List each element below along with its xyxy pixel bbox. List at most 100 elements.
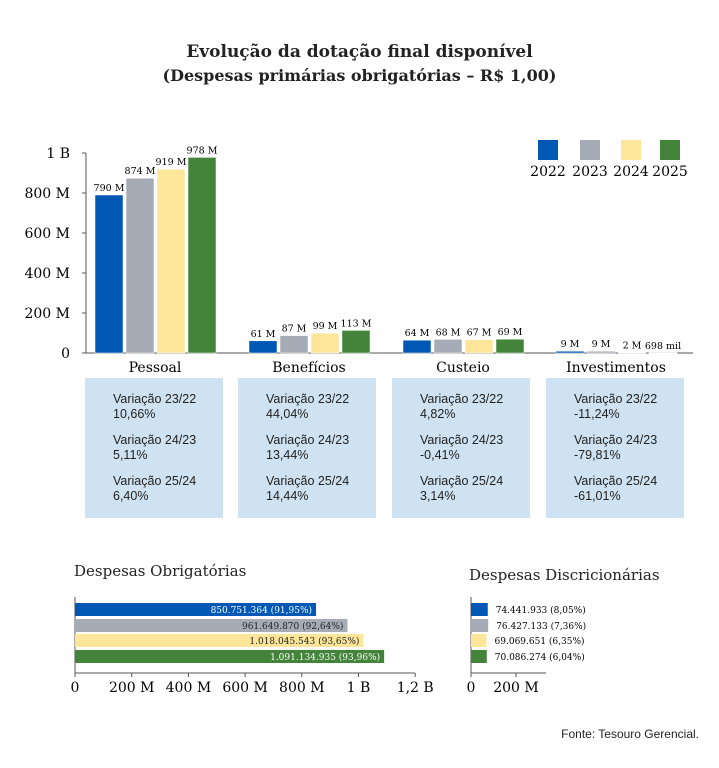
bar-label: 2 M: [623, 341, 642, 352]
variation-item: Variação 24/23 5,11%: [113, 433, 223, 463]
hbar-label: 961.649.870 (92,64%): [242, 621, 343, 632]
legend-swatch-2025: [660, 140, 680, 160]
variation-item: Variação 25/24 14,44%: [266, 474, 376, 504]
variation-item: Variação 25/24 6,40%: [113, 474, 223, 504]
bar-benefícios-2022: [248, 340, 278, 354]
legend-label-2025: 2025: [652, 164, 688, 180]
variation-item: Variação 24/23 -79,81%: [574, 433, 684, 463]
bar-label: 64 M: [405, 328, 430, 339]
hbar-label: 69.069.651 (6,35%): [495, 636, 585, 647]
bar-investimentos-2022: [555, 350, 585, 354]
variation-item: Variação 24/23 -0,41%: [420, 433, 530, 463]
y-tick-label: 1 B: [46, 146, 70, 162]
variation-value: 4,82%: [420, 407, 456, 421]
h-x-tick-label: 600 M: [222, 680, 268, 696]
variation-value: 13,44%: [266, 448, 309, 462]
variation-item: Variação 25/24 3,14%: [420, 474, 530, 504]
hbar-label: 1.018.045.543 (93,65%): [249, 636, 359, 647]
hbar-discricionarias-2024: [471, 634, 487, 647]
legend-swatch-2022: [538, 140, 558, 160]
variation-label: Variação 25/24: [266, 474, 350, 488]
variation-value: 14,44%: [266, 489, 309, 503]
y-tick-label: 600 M: [24, 226, 70, 242]
variation-value: 44,04%: [266, 407, 309, 421]
chart-title: Evolução da dotação final disponível: [186, 42, 533, 62]
bar-label: 978 M: [187, 145, 218, 156]
variation-label: Variação 25/24: [113, 474, 197, 488]
bar-label: 67 M: [467, 328, 492, 339]
bar-custeio-2023: [433, 339, 463, 354]
legend-label-2023: 2023: [572, 164, 608, 180]
legend-label-2022: 2022: [530, 164, 566, 180]
y-tick-label: 200 M: [24, 306, 70, 322]
hbar-label: 74.441.933 (8,05%): [496, 605, 586, 616]
hbar-discricionarias-2023: [471, 619, 489, 632]
bar-label: 9 M: [561, 339, 580, 350]
variation-item: Variação 25/24 -61,01%: [574, 474, 684, 504]
category-label-2: Custeio: [436, 360, 490, 376]
y-tick-label: 800 M: [24, 186, 70, 202]
bar-benefícios-2024: [310, 332, 340, 354]
variation-label: Variação 24/23: [574, 433, 658, 447]
variation-value: 6,40%: [113, 489, 149, 503]
variation-item: Variação 24/23 13,44%: [266, 433, 376, 463]
hbar-label: 70.086.274 (6,04%): [495, 652, 585, 663]
variation-box-custeio: Variação 23/22 4,82% Variação 24/23 -0,41% V…: [392, 378, 530, 518]
bar-label: 919 M: [156, 157, 187, 168]
bar-investimentos-2023: [586, 350, 616, 354]
bar-investimentos-2024: [617, 352, 647, 354]
bar-label: 698 mil: [645, 341, 681, 352]
bar-label: 69 M: [498, 327, 523, 338]
variation-label: Variação 23/22: [113, 392, 197, 406]
bar-custeio-2024: [464, 339, 494, 354]
h-x-tick-label: 200 M: [493, 680, 539, 696]
variation-box-investimentos: Variação 23/22 -11,24% Variação 24/23 -79,8…: [546, 378, 684, 518]
h-x-tick-label: 800 M: [279, 680, 325, 696]
bar-label: 790 M: [94, 183, 125, 194]
variation-label: Variação 23/22: [420, 392, 504, 406]
legend-swatch-2024: [621, 140, 641, 160]
bar-pessoal-2023: [125, 177, 155, 354]
hbar-label: 76.427.133 (7,36%): [496, 621, 586, 632]
variation-value: -11,24%: [574, 407, 620, 421]
variation-label: Variação 24/23: [420, 433, 504, 447]
category-label-3: Investimentos: [566, 360, 666, 376]
h-x-tick-label: 1 B: [347, 680, 371, 696]
variation-item: Variação 23/22 -11,24%: [574, 392, 684, 422]
variation-value: -61,01%: [574, 489, 621, 503]
bar-custeio-2022: [402, 339, 432, 354]
variation-label: Variação 25/24: [574, 474, 658, 488]
hbar-label: 1.091.134.935 (93,96%): [270, 652, 380, 663]
h-x-tick-label: 400 M: [166, 680, 212, 696]
h-x-tick-label: 0: [467, 680, 476, 696]
bar-label: 68 M: [436, 327, 461, 338]
bar-pessoal-2024: [156, 168, 186, 354]
hbar-discricionarias-2025: [471, 650, 487, 663]
bar-pessoal-2025: [187, 157, 217, 354]
variation-label: Variação 25/24: [420, 474, 504, 488]
bar-label: 113 M: [341, 318, 372, 329]
variation-value: -0,41%: [420, 448, 460, 462]
y-tick-label: 0: [61, 346, 70, 362]
variation-label: Variação 24/23: [266, 433, 350, 447]
hbar-label: 850.751.364 (91,95%): [211, 605, 312, 616]
bar-label: 87 M: [282, 324, 307, 335]
category-label-1: Benefícios: [272, 360, 345, 376]
discricionarias-title: Despesas Discricionárias: [469, 566, 660, 584]
legend-label-2024: 2024: [613, 164, 649, 180]
hbar-obrigatorias-2023: [75, 619, 348, 632]
variation-label: Variação 24/23: [113, 433, 197, 447]
bar-label: 874 M: [125, 166, 156, 177]
legend-swatch-2023: [580, 140, 600, 160]
bar-benefícios-2025: [341, 330, 371, 354]
bar-investimentos-2025: [648, 352, 678, 354]
bar-pessoal-2022: [94, 194, 124, 354]
hbar-obrigatorias-2024: [75, 634, 364, 647]
h-x-tick-label: 0: [71, 680, 80, 696]
source-note: Fonte: Tesouro Gerencial.: [561, 727, 699, 741]
hbar-discricionarias-2022: [471, 603, 488, 616]
y-tick-label: 400 M: [24, 266, 70, 282]
variation-value: -79,81%: [574, 448, 621, 462]
